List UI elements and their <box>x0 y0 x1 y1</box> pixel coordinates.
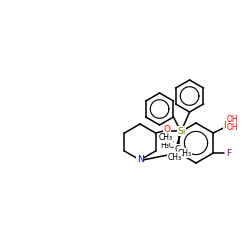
Text: F: F <box>226 148 231 158</box>
Text: B: B <box>223 120 230 130</box>
Text: C: C <box>175 144 180 154</box>
Text: OH: OH <box>226 116 238 124</box>
Text: CH₃: CH₃ <box>159 134 173 142</box>
Text: O: O <box>163 126 170 134</box>
Text: CH₃: CH₃ <box>178 148 192 158</box>
Text: OH: OH <box>226 124 238 132</box>
Text: Si: Si <box>178 126 186 136</box>
Text: H₃C: H₃C <box>160 140 175 149</box>
Text: N: N <box>136 156 143 164</box>
Text: CH₃: CH₃ <box>168 152 182 162</box>
